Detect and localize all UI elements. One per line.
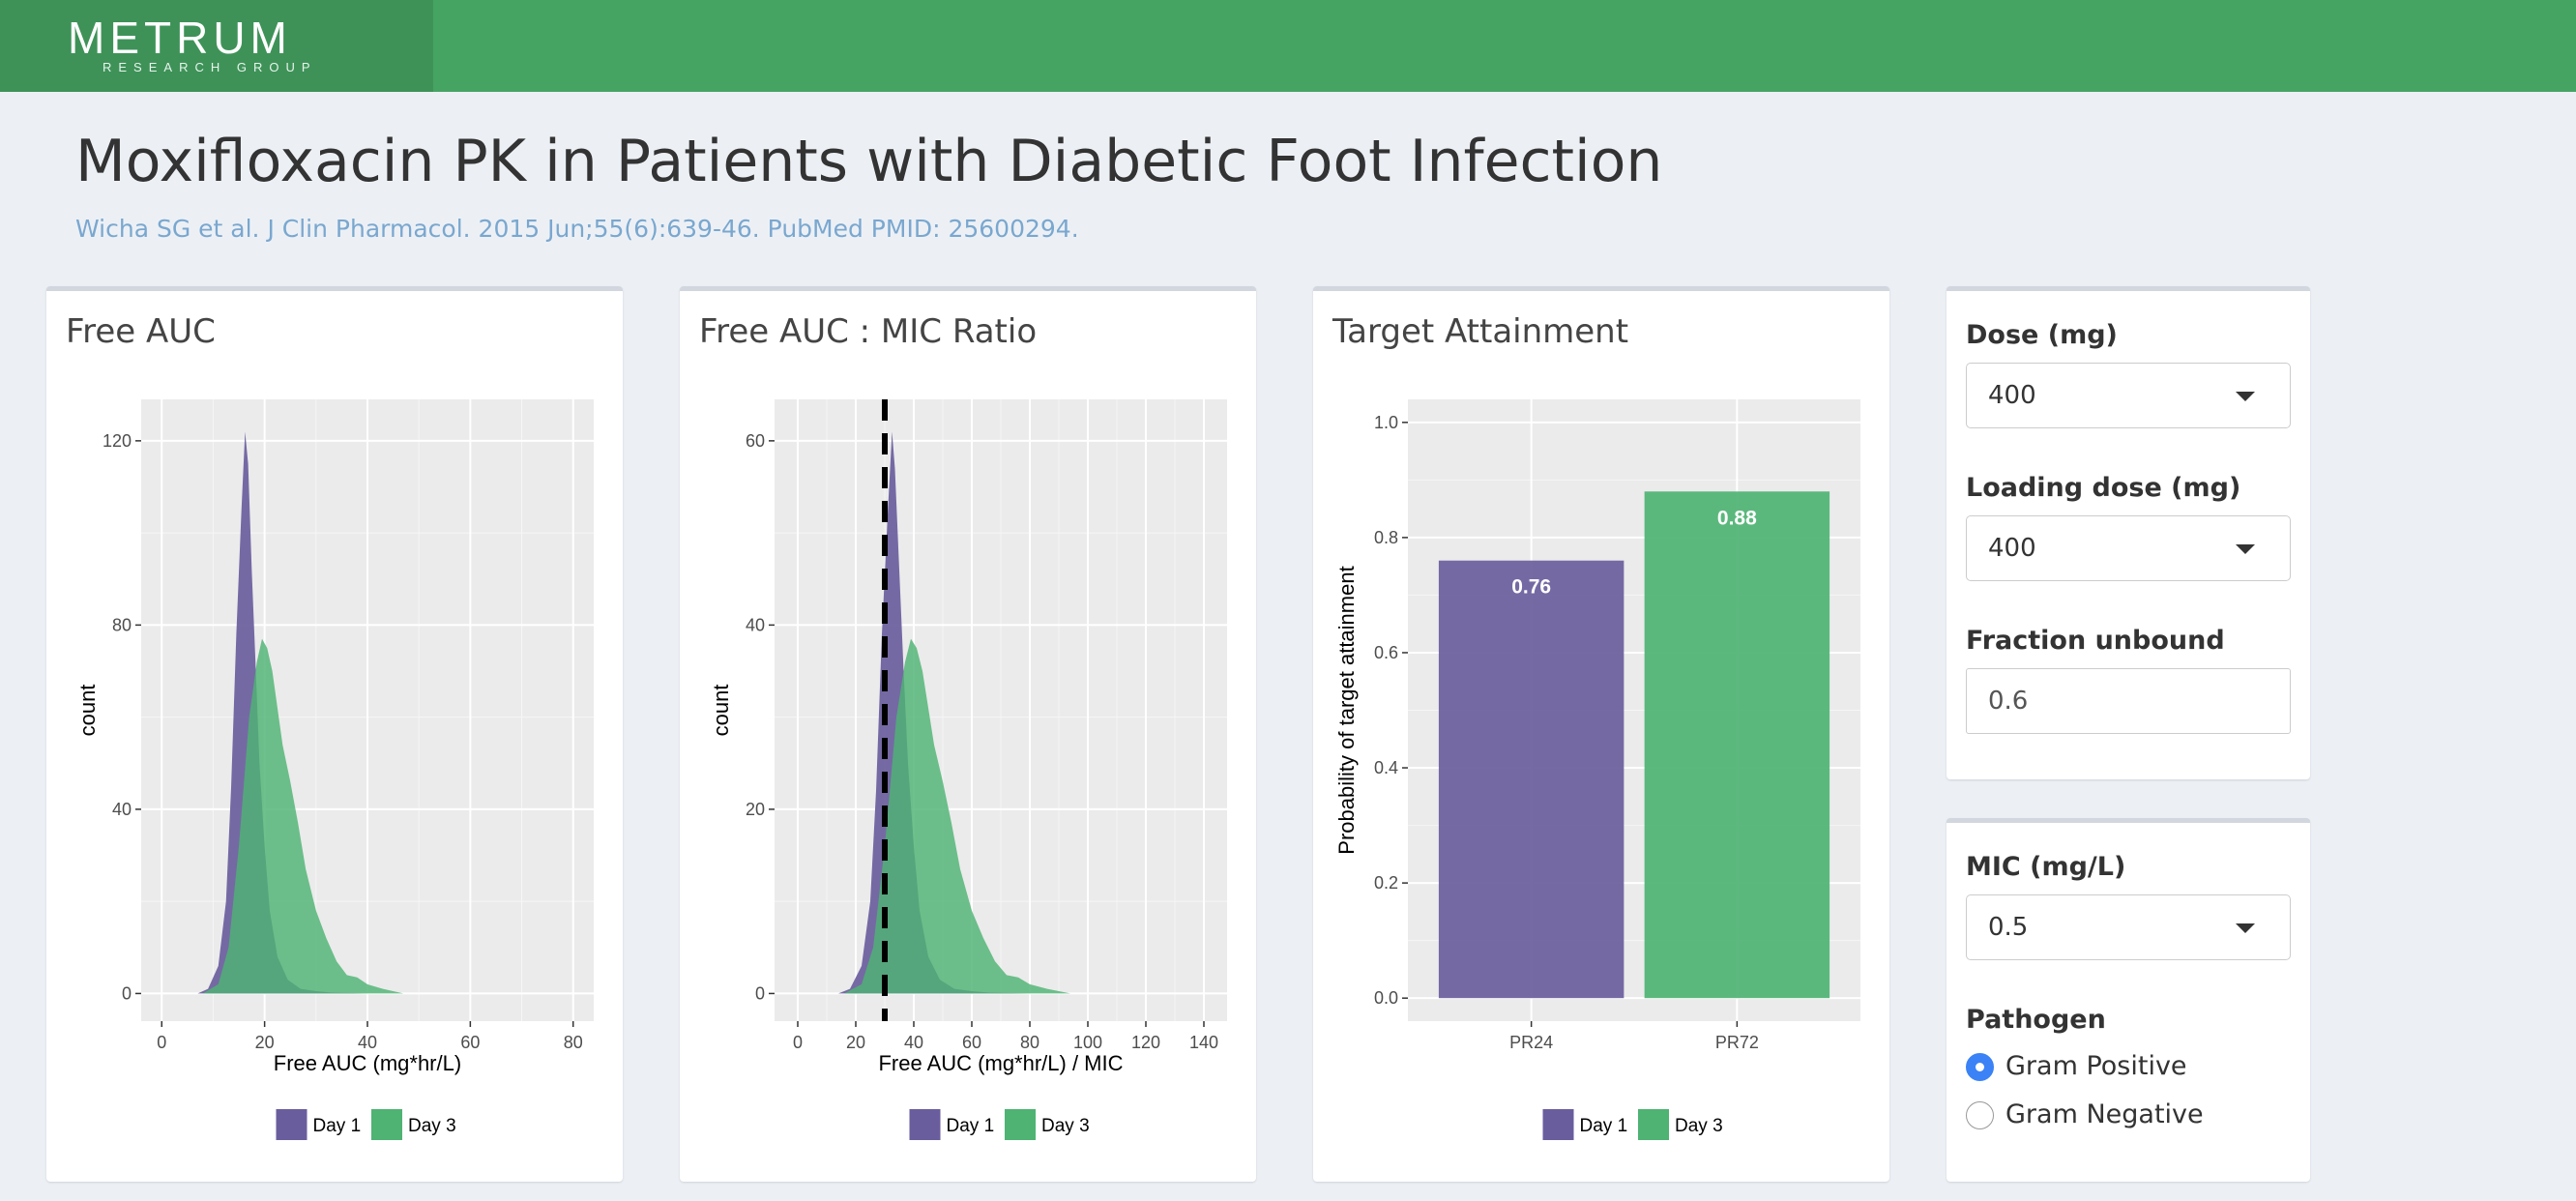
x-tick-label: 40 — [904, 1033, 923, 1052]
chevron-down-icon — [2236, 392, 2255, 401]
x-axis-title: Free AUC (mg*hr/L) / MIC — [878, 1051, 1123, 1075]
y-tick-label: 120 — [102, 431, 132, 451]
legend-label: Day 1 — [1580, 1116, 1628, 1136]
logo-text: METRUM — [68, 13, 292, 63]
y-tick-label: 0 — [755, 983, 765, 1003]
page-title: Moxifloxacin PK in Patients with Diabeti… — [75, 128, 1663, 195]
radio-button[interactable] — [1966, 1053, 1994, 1081]
y-tick-label: 40 — [746, 615, 765, 634]
x-tick-label: 40 — [358, 1033, 377, 1052]
radio-label: Gram Positive — [2005, 1051, 2187, 1081]
top-navbar: METRUM RESEARCH GROUP — [0, 0, 2576, 92]
x-tick-label: PR24 — [1509, 1033, 1553, 1052]
fraction-unbound-label: Fraction unbound — [1966, 626, 2225, 656]
mic-label: MIC (mg/L) — [1966, 852, 2126, 882]
x-tick-label: 60 — [962, 1033, 981, 1052]
y-tick-label: 80 — [112, 615, 132, 634]
legend-key-day-3 — [1638, 1109, 1669, 1140]
legend-key-day-3 — [371, 1109, 402, 1140]
target-attainment-card: Target Attainment 0.76 0.88 PR24 PR72 0.0 0.2… — [1313, 286, 1889, 1182]
free-auc-card: Free AUC 0 20 40 60 80 0 40 80 120 Free AUC (mg*h… — [46, 286, 623, 1182]
x-axis-title: Free AUC (mg*hr/L) — [274, 1051, 461, 1075]
bar-data-label: 0.76 — [1511, 576, 1551, 599]
legend-key-day-1 — [1542, 1109, 1574, 1140]
auc-mic-card: Free AUC : MIC Ratio 0 20 40 60 80 100 120 140 0… — [680, 286, 1256, 1182]
dose-label: Dose (mg) — [1966, 320, 2118, 350]
pathogen-controls-card: MIC (mg/L) 0.5 Pathogen Gram Positive Gr… — [1947, 818, 2310, 1182]
y-tick-label: 0.4 — [1374, 758, 1398, 777]
x-tick-label: 120 — [1131, 1033, 1160, 1052]
card-title: Target Attainment — [1332, 312, 1629, 351]
dose-select[interactable]: 400 — [1966, 363, 2291, 428]
loading-dose-select[interactable]: 400 — [1966, 515, 2291, 581]
x-tick-label: 80 — [1020, 1033, 1039, 1052]
y-tick-label: 0.0 — [1374, 988, 1398, 1008]
target-attainment-chart: 0.76 0.88 PR24 PR72 0.0 0.2 0.4 0.6 0.8 1.0 Probab… — [1334, 399, 1860, 1140]
x-tick-label: 20 — [255, 1033, 275, 1052]
legend-label: Day 1 — [947, 1116, 995, 1136]
y-tick-label: 0 — [122, 983, 132, 1003]
card-title: Free AUC — [66, 312, 216, 351]
page-subtitle: Wicha SG et al. J Clin Pharmacol. 2015 J… — [75, 215, 1079, 243]
pathogen-label: Pathogen — [1966, 1005, 2106, 1035]
legend-key-day-1 — [276, 1109, 307, 1140]
mic-select-value: 0.5 — [1988, 913, 2029, 942]
legend-label: Day 3 — [408, 1116, 456, 1136]
free-auc-chart: 0 20 40 60 80 0 40 80 120 Free AUC (mg*hr/L) count… — [75, 399, 594, 1140]
x-tick-label: 0 — [793, 1033, 803, 1052]
y-tick-label: 20 — [746, 800, 765, 819]
y-tick-label: 0.2 — [1374, 873, 1398, 893]
dose-select-value: 400 — [1988, 381, 2036, 410]
x-tick-label: 100 — [1073, 1033, 1102, 1052]
y-tick-label: 40 — [112, 800, 132, 819]
fraction-unbound-input[interactable] — [1966, 668, 2291, 734]
legend-key-day-3 — [1005, 1109, 1036, 1140]
x-tick-label: PR72 — [1715, 1033, 1759, 1052]
y-tick-label: 60 — [746, 431, 765, 451]
series-area-day-3 — [202, 638, 404, 994]
logo[interactable]: METRUM RESEARCH GROUP — [0, 0, 433, 92]
y-axis-title: count — [709, 685, 733, 737]
loading-dose-label: Loading dose (mg) — [1966, 473, 2241, 503]
x-tick-label: 60 — [460, 1033, 480, 1052]
mic-select[interactable]: 0.5 — [1966, 894, 2291, 960]
y-axis-title: count — [75, 685, 100, 737]
series-area-day-3 — [844, 638, 1070, 994]
bar-pr72 — [1644, 491, 1830, 999]
legend-label: Day 3 — [1041, 1116, 1090, 1136]
y-tick-label: 1.0 — [1374, 413, 1398, 432]
bar-data-label: 0.88 — [1717, 507, 1757, 529]
x-tick-label: 140 — [1189, 1033, 1218, 1052]
y-axis-title: Probability of target attainment — [1334, 566, 1359, 854]
chevron-down-icon — [2236, 923, 2255, 933]
bar-pr24 — [1438, 560, 1625, 999]
radio-button[interactable] — [1966, 1101, 1994, 1129]
y-tick-label: 0.6 — [1374, 643, 1398, 662]
card-title: Free AUC : MIC Ratio — [699, 312, 1038, 351]
chevron-down-icon — [2236, 544, 2255, 554]
radio-label: Gram Negative — [2005, 1099, 2204, 1129]
legend-label: Day 1 — [313, 1116, 362, 1136]
x-tick-label: 0 — [157, 1033, 166, 1052]
loading-dose-select-value: 400 — [1988, 534, 2036, 563]
x-tick-label: 80 — [564, 1033, 583, 1052]
legend-label: Day 3 — [1675, 1116, 1723, 1136]
dosing-controls-card: Dose (mg) 400 Loading dose (mg) 400 Frac… — [1947, 286, 2310, 779]
logo-subtext: RESEARCH GROUP — [102, 60, 317, 74]
y-tick-label: 0.8 — [1374, 528, 1398, 547]
x-tick-label: 20 — [846, 1033, 865, 1052]
legend-key-day-1 — [909, 1109, 941, 1140]
